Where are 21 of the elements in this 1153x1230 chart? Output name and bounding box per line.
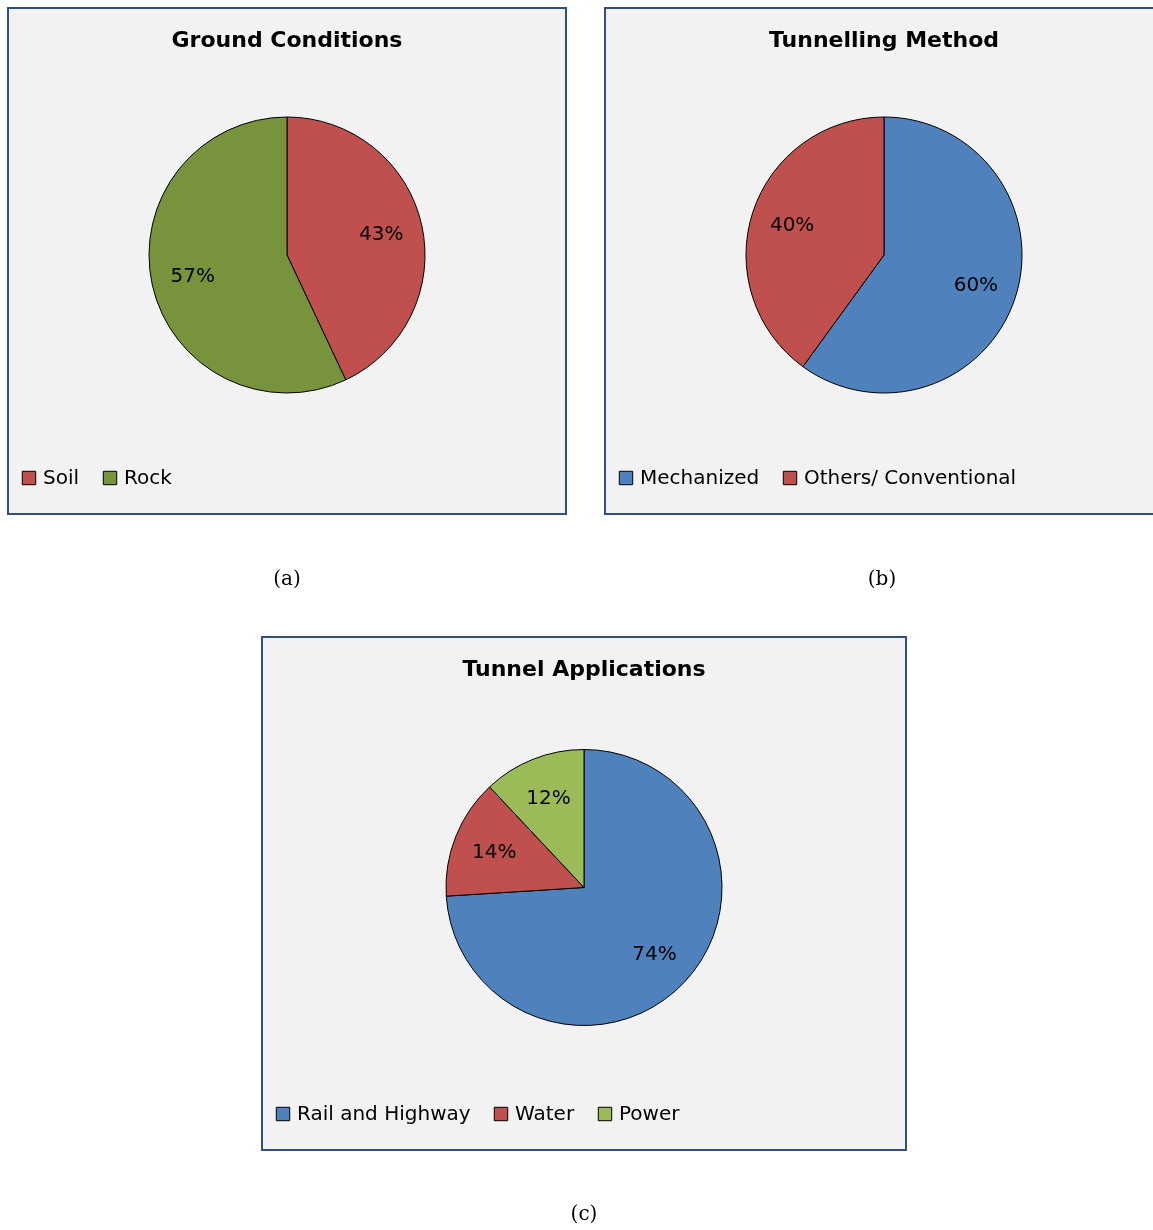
chart-title: Tunnelling Method	[768, 27, 1000, 52]
data-label: 12%	[526, 784, 571, 809]
data-label: 57%	[170, 263, 215, 288]
data-label: 60%	[953, 271, 999, 296]
chart-title: Tunnel Applications	[462, 656, 706, 681]
legend-label: Rock	[124, 465, 173, 489]
text: (c)	[569, 1201, 599, 1225]
legend-label: Mechanized	[640, 465, 760, 489]
pie-slice	[445, 749, 723, 1026]
legend-label: Others/ Conventional	[804, 465, 1017, 489]
data-label: 74%	[632, 940, 677, 965]
data-label: 40%	[769, 212, 815, 237]
legend-label: Water	[515, 1101, 575, 1125]
text: (a)	[272, 566, 302, 590]
data-label: 14%	[471, 838, 517, 863]
data-label: 43%	[359, 220, 404, 245]
legend-label: Power	[619, 1101, 681, 1125]
chart-title: Ground Conditions	[171, 27, 403, 52]
legend-label: Rail and Highway	[297, 1101, 471, 1125]
text: (b)	[866, 566, 898, 590]
legend-label: Soil	[43, 465, 80, 489]
